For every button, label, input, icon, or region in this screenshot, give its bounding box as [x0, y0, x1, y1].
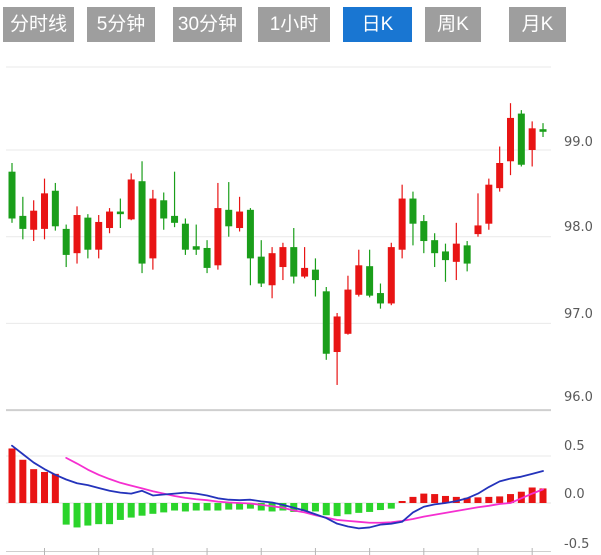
tab-monthly-k[interactable]: 月K [509, 7, 566, 42]
macd-panel[interactable] [0, 409, 556, 555]
period-tabbar: 分时线 5分钟 30分钟 1小时 日K 周K 月K [0, 0, 601, 49]
tab-weekly-k[interactable]: 周K [425, 7, 481, 42]
tab-daily-k[interactable]: 日K [343, 7, 412, 42]
price-axis-label: 96.0 [564, 390, 593, 405]
macd-axis-label: 0.0 [564, 487, 585, 502]
tab-5min[interactable]: 5分钟 [87, 7, 155, 42]
price-axis-label: 98.0 [564, 220, 593, 235]
candlestick-panel[interactable] [0, 55, 556, 409]
macd-axis-label: 0.5 [564, 439, 585, 454]
tab-30min[interactable]: 30分钟 [173, 7, 242, 42]
tab-1hour[interactable]: 1小时 [258, 7, 330, 42]
tab-timeline[interactable]: 分时线 [3, 7, 74, 42]
macd-axis-label: -0.5 [564, 537, 590, 552]
price-axis-label: 97.0 [564, 307, 593, 322]
price-axis-label: 99.0 [564, 135, 593, 150]
